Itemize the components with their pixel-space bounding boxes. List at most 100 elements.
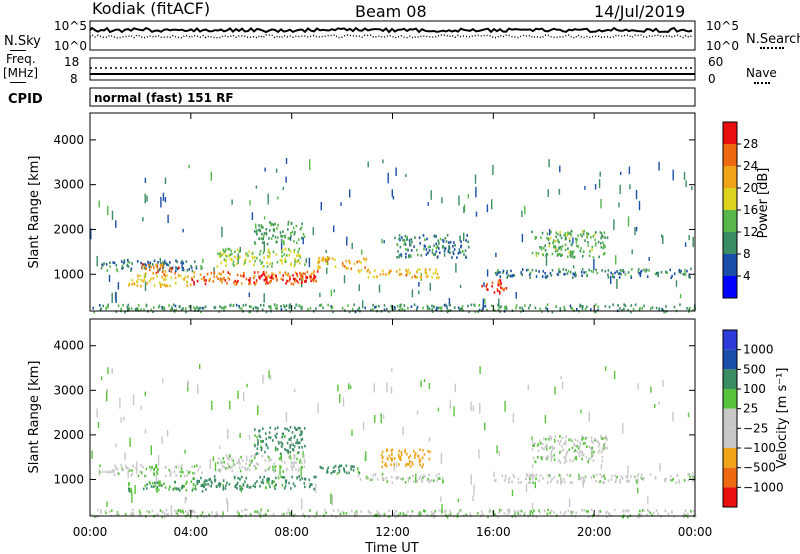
- power-echo-cell: [309, 307, 312, 310]
- power-echo-cell: [584, 239, 586, 242]
- velocity-echo-cell: [164, 475, 167, 478]
- power-echo-cell: [255, 256, 258, 260]
- velocity-echo-cell: [273, 485, 276, 488]
- velocity-echo-cell: [204, 479, 207, 482]
- power-echo-cell: [287, 220, 290, 224]
- velocity-echo-cell: [407, 510, 409, 514]
- power-echo-cell: [101, 263, 103, 266]
- power-echo-cell: [169, 261, 171, 264]
- velocity-echo-cell: [287, 456, 290, 459]
- velocity-echo-cell: [641, 477, 644, 480]
- velocity-echo-cell: [222, 485, 225, 489]
- velocity-echo-cell: [381, 465, 384, 469]
- power-echo-cell: [521, 268, 524, 271]
- power-echo-cell: [600, 236, 602, 240]
- velocity-echo-cell: [599, 473, 601, 476]
- velocity-echo-cell: [513, 475, 515, 479]
- velocity-echo-cell: [91, 513, 94, 517]
- velocity-echo-cell: [686, 515, 689, 519]
- velocity-echo-cell: [664, 478, 666, 481]
- power-echo-speck: [619, 184, 621, 194]
- power-colorbar-swatch: [723, 188, 737, 210]
- power-echo-cell: [253, 281, 255, 284]
- power-echo-cell: [243, 263, 245, 266]
- velocity-echo-cell: [293, 445, 296, 448]
- power-echo-cell: [262, 265, 264, 268]
- velocity-echo-speck: [285, 412, 288, 422]
- velocity-echo-speck: [348, 383, 350, 390]
- power-echo-cell: [499, 275, 502, 278]
- velocity-echo-cell: [517, 512, 519, 515]
- velocity-echo-cell: [358, 471, 361, 475]
- power-echo-cell: [551, 252, 554, 256]
- power-echo-cell: [564, 243, 567, 247]
- power-echo-cell: [542, 270, 545, 273]
- velocity-echo-cell: [303, 427, 306, 430]
- velocity-echo-cell: [115, 514, 117, 517]
- velocity-echo-cell: [433, 512, 435, 516]
- power-echo-cell: [671, 274, 673, 278]
- power-echo-cell: [448, 241, 450, 244]
- velocity-echo-cell: [145, 475, 147, 478]
- velocity-echo-cell: [116, 468, 119, 471]
- power-echo-cell: [416, 270, 418, 274]
- power-echo-cell: [106, 269, 109, 272]
- power-echo-speck: [221, 226, 223, 238]
- power-echo-speck: [631, 249, 633, 255]
- velocity-echo-speck: [170, 505, 173, 516]
- power-echo-cell: [276, 260, 279, 264]
- power-echo-cell: [233, 264, 235, 267]
- power-echo-cell: [228, 247, 231, 251]
- velocity-echo-cell: [251, 459, 253, 462]
- power-echo-cell: [434, 253, 436, 256]
- power-echo-cell: [210, 271, 213, 275]
- velocity-echo-cell: [294, 513, 296, 516]
- power-echo-speck: [572, 265, 575, 269]
- velocity-echo-cell: [301, 465, 303, 469]
- velocity-echo-cell: [301, 430, 303, 434]
- velocity-echo-cell: [239, 469, 242, 473]
- power-echo-cell: [220, 254, 223, 257]
- velocity-echo-cell: [482, 512, 484, 516]
- velocity-echo-cell: [404, 481, 407, 484]
- velocity-echo-cell: [598, 442, 601, 446]
- power-echo-cell: [458, 248, 461, 251]
- nsky-legend-line: [10, 50, 26, 51]
- velocity-echo-speck: [512, 413, 515, 423]
- velocity-echo-cell: [569, 474, 571, 477]
- power-echo-cell: [515, 304, 518, 307]
- power-echo-cell: [177, 273, 180, 277]
- power-echo-cell: [442, 244, 444, 248]
- velocity-echo-cell: [384, 462, 387, 465]
- power-echo-cell: [535, 269, 537, 272]
- velocity-echo-speck: [470, 401, 472, 412]
- power-echo-cell: [680, 269, 682, 273]
- power-echo-cell: [261, 308, 264, 311]
- velocity-echo-speck: [658, 401, 660, 405]
- power-echo-cell: [383, 308, 386, 311]
- power-echo-cell: [374, 269, 376, 272]
- velocity-echo-cell: [543, 447, 545, 450]
- velocity-echo-speck: [136, 461, 138, 472]
- power-echo-cell: [348, 310, 351, 314]
- power-echo-speck: [441, 197, 443, 204]
- velocity-echo-cell: [624, 509, 627, 513]
- power-echo-cell: [427, 275, 429, 278]
- power-echo-cell: [300, 276, 303, 279]
- velocity-echo-cell: [651, 514, 653, 517]
- velocity-echo-cell: [498, 509, 501, 512]
- velocity-echo-cell: [379, 513, 381, 516]
- velocity-echo-cell: [221, 515, 224, 518]
- power-echo-cell: [437, 306, 439, 310]
- velocity-echo-cell: [236, 483, 238, 486]
- power-echo-cell: [268, 255, 271, 258]
- velocity-echo-cell: [299, 458, 302, 462]
- power-echo-cell: [310, 272, 313, 276]
- velocity-echo-cell: [290, 436, 292, 440]
- velocity-echo-cell: [304, 478, 307, 481]
- velocity-echo-cell: [242, 483, 244, 486]
- velocity-echo-cell: [429, 450, 431, 454]
- velocity-echo-cell: [231, 469, 234, 473]
- power-echo-cell: [410, 305, 413, 308]
- velocity-echo-cell: [295, 468, 297, 472]
